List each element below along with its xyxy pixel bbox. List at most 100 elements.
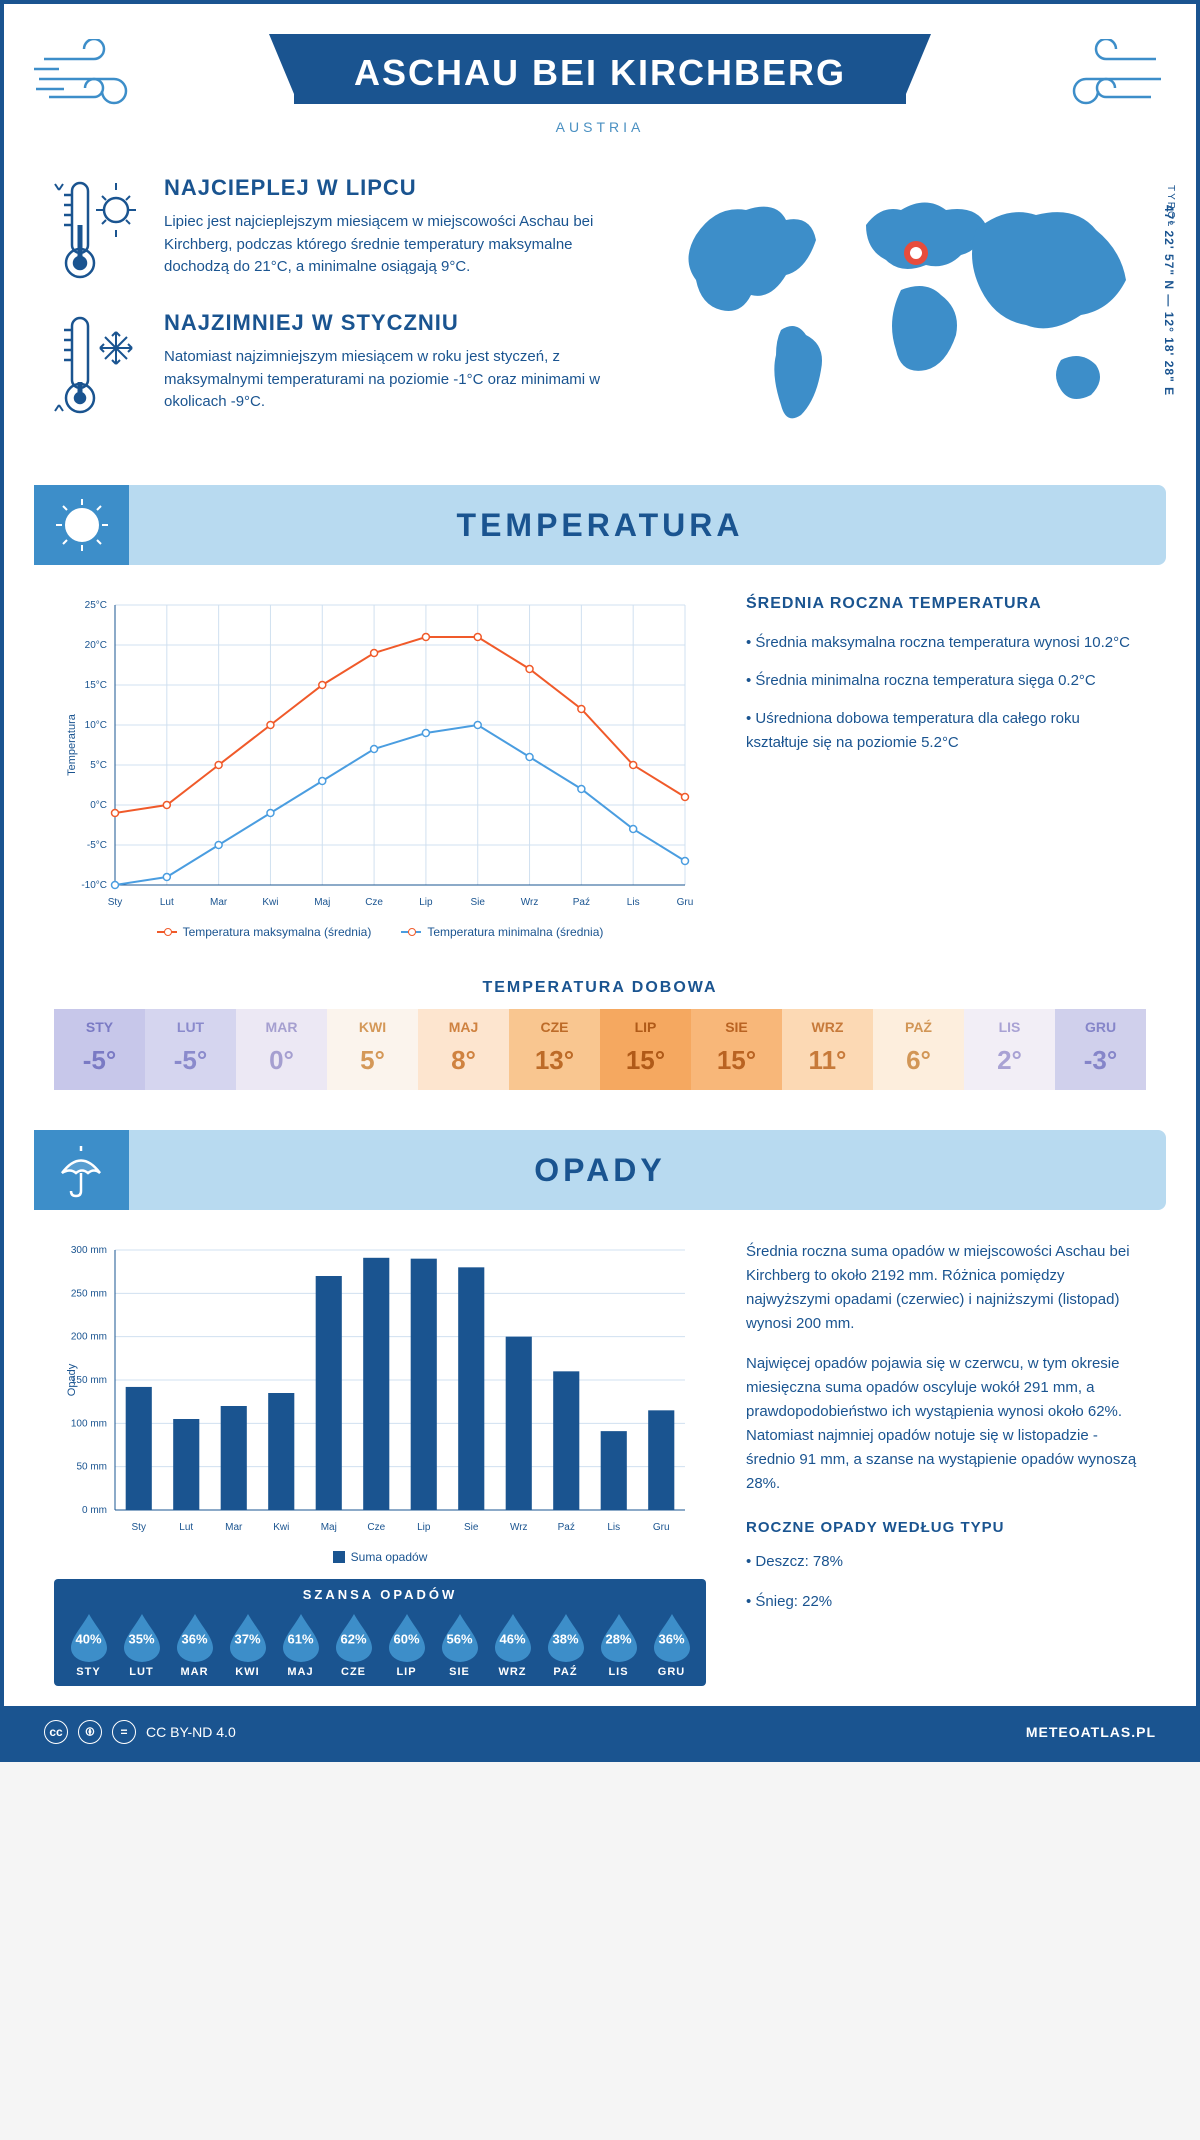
precip-title: OPADY	[534, 1152, 665, 1189]
warmest-text: Lipiec jest najcieplejszym miesiącem w m…	[164, 211, 636, 279]
precip-chart: 0 mm50 mm100 mm150 mm200 mm250 mm300 mmS…	[54, 1240, 706, 1564]
chance-cell: 35% LUT	[120, 1610, 164, 1678]
chance-cell: 36% MAR	[173, 1610, 217, 1678]
precip-summary: Średnia roczna suma opadów w miejscowośc…	[746, 1240, 1146, 1686]
site-name: METEOATLAS.PL	[1026, 1724, 1156, 1740]
daily-cell: LIS 2°	[964, 1009, 1055, 1090]
chance-title: SZANSA OPADÓW	[54, 1587, 706, 1602]
umbrella-icon	[54, 1143, 109, 1198]
daily-temp-grid: STY -5° LUT -5° MAR 0° KWI 5° MAJ 8° CZE…	[54, 1009, 1146, 1090]
svg-text:0 mm: 0 mm	[82, 1505, 107, 1516]
svg-text:Cze: Cze	[367, 1522, 385, 1533]
svg-text:Gru: Gru	[653, 1522, 670, 1533]
warmest-title: NAJCIEPLEJ W LIPCU	[164, 175, 636, 201]
svg-text:-5°C: -5°C	[87, 840, 107, 851]
daily-cell: CZE 13°	[509, 1009, 600, 1090]
wind-icon-left	[34, 39, 174, 119]
daily-cell: MAR 0°	[236, 1009, 327, 1090]
svg-text:Sty: Sty	[132, 1522, 146, 1533]
license-text: CC BY-ND 4.0	[146, 1724, 236, 1740]
svg-text:Lip: Lip	[417, 1522, 431, 1533]
legend-precip: Suma opadów	[333, 1550, 428, 1564]
svg-text:50 mm: 50 mm	[76, 1462, 107, 1473]
precip-type-title: ROCZNE OPADY WEDŁUG TYPU	[746, 1516, 1146, 1540]
daily-cell: GRU -3°	[1055, 1009, 1146, 1090]
temperature-summary: ŚREDNIA ROCZNA TEMPERATURA • Średnia mak…	[746, 595, 1146, 939]
coldest-title: NAJZIMNIEJ W STYCZNIU	[164, 310, 636, 336]
svg-text:Sty: Sty	[108, 897, 122, 908]
chance-cell: 40% STY	[67, 1610, 111, 1678]
svg-text:Lip: Lip	[419, 897, 433, 908]
location-marker	[907, 244, 925, 262]
svg-text:Lis: Lis	[627, 897, 640, 908]
svg-text:300 mm: 300 mm	[71, 1245, 107, 1256]
chance-cell: 62% CZE	[332, 1610, 376, 1678]
chance-cell: 56% SIE	[438, 1610, 482, 1678]
sun-icon	[52, 495, 112, 555]
thermometer-snow-icon	[54, 310, 144, 420]
wind-icon-right	[1026, 39, 1166, 119]
daily-temp-title: TEMPERATURA DOBOWA	[4, 979, 1196, 997]
chance-cell: 38% PAŹ	[544, 1610, 588, 1678]
svg-text:Sie: Sie	[464, 1522, 479, 1533]
svg-text:0°C: 0°C	[90, 800, 107, 811]
temperature-title: TEMPERATURA	[457, 507, 744, 544]
legend-max: .legend-swatch:nth-child(1)::after{borde…	[157, 925, 372, 939]
precip-chance-bar: SZANSA OPADÓW 40% STY 35% LUT 36% MAR	[54, 1579, 706, 1686]
temperature-chart: -10°C-5°C0°C5°C10°C15°C20°C25°CStyLutMar…	[54, 595, 706, 939]
svg-text:Temperatura: Temperatura	[66, 713, 78, 776]
chance-cell: 28% LIS	[597, 1610, 641, 1678]
intro-section: NAJCIEPLEJ W LIPCU Lipiec jest najcieple…	[4, 155, 1196, 475]
svg-text:Lut: Lut	[179, 1522, 193, 1533]
page-title: ASCHAU BEI KIRCHBERG	[294, 34, 906, 104]
map-block: TYROL 47° 22' 57" N — 12° 18' 28" E	[666, 175, 1146, 445]
svg-text:10°C: 10°C	[85, 720, 107, 731]
chance-cell: 37% KWI	[226, 1610, 270, 1678]
svg-text:Maj: Maj	[314, 897, 330, 908]
svg-text:Wrz: Wrz	[510, 1522, 528, 1533]
svg-text:Lut: Lut	[160, 897, 174, 908]
svg-text:Mar: Mar	[210, 897, 228, 908]
svg-text:Lis: Lis	[607, 1522, 620, 1533]
svg-text:Kwi: Kwi	[262, 897, 278, 908]
svg-text:100 mm: 100 mm	[71, 1418, 107, 1429]
svg-text:Opady: Opady	[66, 1363, 78, 1396]
svg-text:Gru: Gru	[677, 897, 694, 908]
daily-cell: KWI 5°	[327, 1009, 418, 1090]
coldest-block: NAJZIMNIEJ W STYCZNIU Natomiast najzimni…	[54, 310, 636, 420]
svg-text:25°C: 25°C	[85, 600, 107, 611]
daily-cell: SIE 15°	[691, 1009, 782, 1090]
chance-cell: 46% WRZ	[491, 1610, 535, 1678]
chance-cell: 61% MAJ	[279, 1610, 323, 1678]
svg-text:15°C: 15°C	[85, 680, 107, 691]
svg-text:Paź: Paź	[573, 897, 590, 908]
daily-cell: LUT -5°	[145, 1009, 236, 1090]
avg-temp-title: ŚREDNIA ROCZNA TEMPERATURA	[746, 595, 1146, 613]
warmest-block: NAJCIEPLEJ W LIPCU Lipiec jest najcieple…	[54, 175, 636, 285]
svg-text:250 mm: 250 mm	[71, 1288, 107, 1299]
coldest-text: Natomiast najzimniejszym miesiącem w rok…	[164, 346, 636, 414]
svg-text:Cze: Cze	[365, 897, 383, 908]
cc-icon: cc	[44, 1720, 68, 1744]
header: ASCHAU BEI KIRCHBERG AUSTRIA	[4, 4, 1196, 155]
svg-text:Maj: Maj	[321, 1522, 337, 1533]
coords-label: 47° 22' 57" N — 12° 18' 28" E	[1162, 205, 1176, 396]
svg-text:Wrz: Wrz	[521, 897, 539, 908]
footer: cc 🅯 = CC BY-ND 4.0 METEOATLAS.PL	[4, 1706, 1196, 1758]
daily-cell: STY -5°	[54, 1009, 145, 1090]
thermometer-sun-icon	[54, 175, 144, 285]
nd-icon: =	[112, 1720, 136, 1744]
chance-cell: 60% LIP	[385, 1610, 429, 1678]
temperature-section-bar: TEMPERATURA	[34, 485, 1166, 565]
svg-text:Kwi: Kwi	[273, 1522, 289, 1533]
svg-text:20°C: 20°C	[85, 640, 107, 651]
daily-cell: LIP 15°	[600, 1009, 691, 1090]
by-icon: 🅯	[78, 1720, 102, 1744]
daily-cell: PAŹ 6°	[873, 1009, 964, 1090]
country-label: AUSTRIA	[4, 119, 1196, 135]
legend-min: Temperatura minimalna (średnia)	[401, 925, 603, 939]
chance-cell: 36% GRU	[650, 1610, 694, 1678]
precip-section-bar: OPADY	[34, 1130, 1166, 1210]
daily-cell: MAJ 8°	[418, 1009, 509, 1090]
world-map	[666, 175, 1146, 435]
